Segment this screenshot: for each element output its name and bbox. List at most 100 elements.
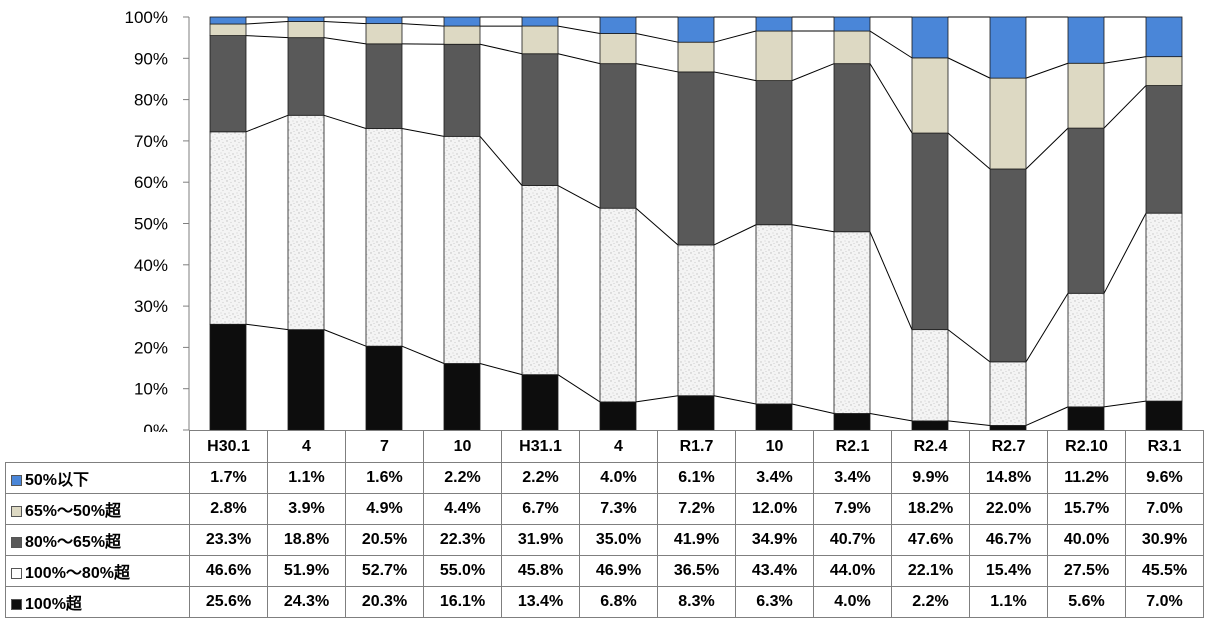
table-category-header: 10 xyxy=(423,430,502,463)
series-line xyxy=(713,30,757,43)
series-line xyxy=(401,128,445,137)
table-value-cell: 9.9% xyxy=(891,462,970,494)
bar-segment xyxy=(443,363,481,431)
table-value-cell: 46.7% xyxy=(969,524,1048,556)
series-line xyxy=(713,224,757,246)
y-tick-label: 70% xyxy=(134,132,168,151)
series-line xyxy=(947,420,991,426)
series-line xyxy=(713,71,757,82)
bar-segment xyxy=(443,16,481,27)
table-row-label: 100%～80%超 xyxy=(5,555,190,587)
series-lines xyxy=(245,16,1147,426)
table-value-cell: 31.9% xyxy=(501,524,580,556)
table-category-header: H30.1 xyxy=(189,430,268,463)
legend-swatch xyxy=(11,568,22,579)
table-value-cell: 3.4% xyxy=(735,462,814,494)
series-line xyxy=(245,114,289,133)
series-line xyxy=(635,207,679,246)
bar-segment xyxy=(443,135,481,364)
bar-segment xyxy=(287,21,325,39)
bar-segment xyxy=(677,244,715,397)
table-value-cell: 4.0% xyxy=(813,586,892,618)
series-line xyxy=(791,224,835,233)
table-value-cell: 13.4% xyxy=(501,586,580,618)
bar-segment xyxy=(677,395,715,431)
table-row-label: 80%～65%超 xyxy=(5,524,190,556)
table-value-cell: 47.6% xyxy=(891,524,970,556)
table-value-cell: 2.2% xyxy=(891,586,970,618)
series-line xyxy=(323,37,367,45)
table-category-header: R2.4 xyxy=(891,430,970,463)
bars xyxy=(209,16,1183,431)
bar-segment xyxy=(989,361,1027,426)
legend-swatch xyxy=(11,599,22,610)
table-value-cell: 11.2% xyxy=(1047,462,1126,494)
table-value-cell: 2.8% xyxy=(189,493,268,525)
table-value-cell: 6.3% xyxy=(735,586,814,618)
table-value-cell: 12.0% xyxy=(735,493,814,525)
series-line xyxy=(869,231,913,330)
data-table: H30.1 4 7 10 H31.1 4 R1.7 10 R2.1 R2.4 R2.7 R2.10 R3… xyxy=(5,430,1204,618)
series-line xyxy=(791,403,835,414)
series-line xyxy=(323,114,367,129)
bar-segment xyxy=(287,114,325,331)
table-value-cell: 20.5% xyxy=(345,524,424,556)
table-value-cell: 44.0% xyxy=(813,555,892,587)
table-value-cell: 22.1% xyxy=(891,555,970,587)
bar-segment xyxy=(521,53,559,186)
table-value-cell: 41.9% xyxy=(657,524,736,556)
table-category-header: R2.1 xyxy=(813,430,892,463)
table-row: 65%～50%超 2.8% 3.9% 4.9% 4.4% 6.7% 7.3% 7.2% 12.0… xyxy=(5,493,1204,525)
table-value-cell: 55.0% xyxy=(423,555,502,587)
table-row-label: 100%超 xyxy=(5,586,190,618)
table-value-cell: 7.9% xyxy=(813,493,892,525)
bar-segment xyxy=(365,23,403,45)
series-line xyxy=(401,345,445,364)
table-value-cell: 1.1% xyxy=(969,586,1048,618)
table-row: 100%～80%超 46.6% 51.9% 52.7% 55.0% 45.8% 46.9% 3… xyxy=(5,555,1204,587)
bar-segment xyxy=(989,77,1027,170)
table-value-cell: 24.3% xyxy=(267,586,346,618)
bar-segment xyxy=(755,403,793,431)
table-value-cell: 7.3% xyxy=(579,493,658,525)
bar-segment xyxy=(1067,62,1105,129)
table-category-header: R2.7 xyxy=(969,430,1048,463)
series-line xyxy=(479,136,523,186)
table-value-cell: 4.0% xyxy=(579,462,658,494)
table-value-cell: 25.6% xyxy=(189,586,268,618)
table-value-cell: 34.9% xyxy=(735,524,814,556)
table-value-cell: 2.2% xyxy=(423,462,502,494)
series-line xyxy=(401,23,445,27)
bar-segment xyxy=(521,25,559,55)
bar-segment xyxy=(1067,406,1105,431)
bar-segment xyxy=(1145,16,1183,58)
series-line xyxy=(557,25,601,35)
legend-label: 100%超 xyxy=(25,596,82,613)
table-row-label: 50%以下 xyxy=(5,462,190,494)
series-line xyxy=(245,21,289,25)
table-row: 50%以下 1.7% 1.1% 1.6% 2.2% 2.2% 4.0% 6.1% 3.4% 3.4… xyxy=(5,462,1204,494)
table-value-cell: 3.4% xyxy=(813,462,892,494)
table-value-cell: 8.3% xyxy=(657,586,736,618)
table-category-header: R2.10 xyxy=(1047,430,1126,463)
series-line xyxy=(1025,293,1069,363)
stacked-bar-chart: 0% 10% 20% 30% 40% 50% 60% 70% 80% 90% 100% xyxy=(125,8,1183,432)
table-value-cell: 43.4% xyxy=(735,555,814,587)
series-line xyxy=(323,329,367,347)
bar-segment xyxy=(1067,292,1105,408)
table-value-cell: 2.2% xyxy=(501,462,580,494)
table-value-cell: 40.7% xyxy=(813,524,892,556)
bar-segment xyxy=(443,25,481,45)
table-row-label: 65%～50%超 xyxy=(5,493,190,525)
table-category-header: R3.1 xyxy=(1125,430,1204,463)
legend-swatch xyxy=(11,475,22,486)
table-value-cell: 6.1% xyxy=(657,462,736,494)
series-line xyxy=(1103,400,1147,408)
y-tick-label: 90% xyxy=(134,49,168,68)
bar-segment xyxy=(365,345,403,431)
table-value-cell: 52.7% xyxy=(345,555,424,587)
table-value-cell: 15.7% xyxy=(1047,493,1126,525)
table-value-cell: 23.3% xyxy=(189,524,268,556)
bar-segment xyxy=(755,30,793,82)
bar-segment xyxy=(989,16,1027,79)
